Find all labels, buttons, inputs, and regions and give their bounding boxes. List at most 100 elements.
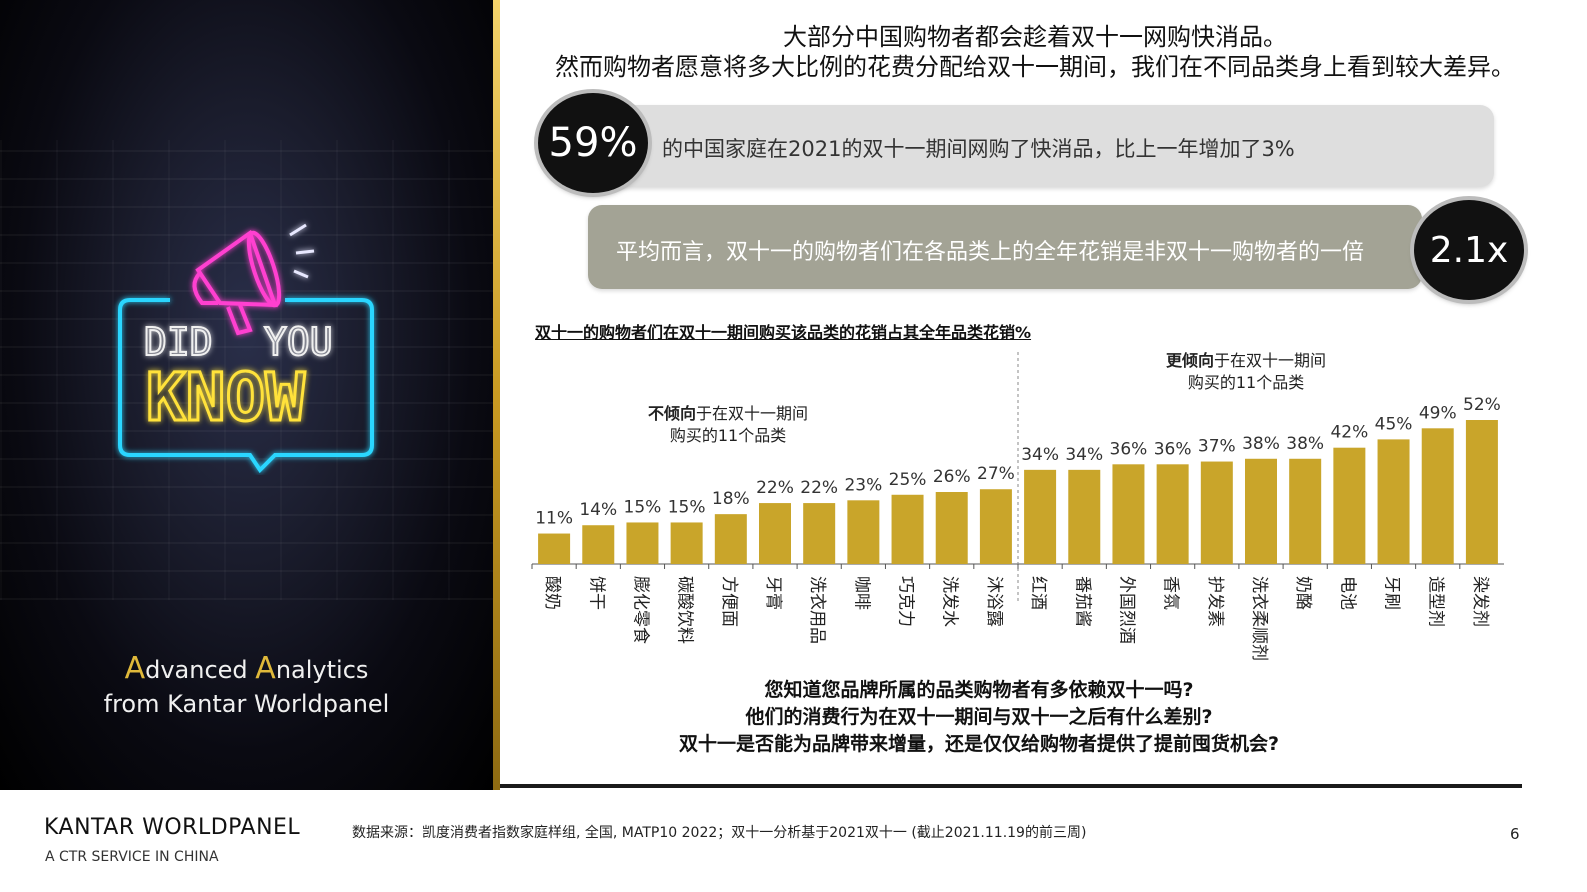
question-1: 您知道您品牌所属的品类购物者有多依赖双十一吗? [764, 679, 1194, 701]
bar-value-label: 34% [1065, 445, 1103, 465]
category-label: 沐浴露 [984, 576, 1004, 627]
bar [626, 522, 659, 564]
bar [1333, 447, 1366, 564]
stat-value-circle: 2.1x [1414, 200, 1524, 300]
bar [891, 494, 924, 564]
category-label: 牙膏 [763, 576, 784, 610]
bar-value-label: 49% [1419, 403, 1457, 423]
category-label: 牙刷 [1382, 576, 1402, 610]
stat-row-59: 的中国家庭在2021的双十一期间网购了快消品，比上一年增加了3% 59% [538, 93, 1498, 193]
bar-value-label: 37% [1198, 437, 1236, 457]
bar [1024, 469, 1057, 564]
bar [1200, 461, 1233, 564]
tagline-cap-a2: A [255, 651, 276, 686]
bar [538, 533, 571, 564]
brand-logo: KANTAR WORLDPANEL [44, 815, 301, 840]
bar [670, 522, 703, 564]
gold-divider [493, 0, 500, 790]
stat-value-circle: 59% [538, 93, 648, 193]
category-label: 洗衣用品 [807, 576, 827, 644]
bar [582, 525, 615, 564]
data-source-note: 数据来源：凯度消费者指数家庭样组, 全国, MATP10 2022；双十一分析基… [352, 825, 1087, 841]
neon-text-know: KNOW [146, 359, 305, 436]
page-number: 6 [1510, 825, 1520, 843]
did-you-know-neon-sign: DID YOU KNOW [118, 223, 374, 474]
category-label: 咖啡 [851, 576, 871, 610]
question-2: 他们的消费行为在双十一期间与双十一之后有什么差别? [745, 706, 1213, 728]
category-label: 造型剂 [1426, 576, 1446, 627]
bar [1068, 469, 1101, 564]
tagline: Advanced Analytics from Kantar Worldpane… [0, 652, 493, 721]
megaphone-icon [192, 229, 282, 336]
neon-text-you: YOU [264, 320, 333, 364]
bar [979, 489, 1012, 564]
brick-wall-background [0, 140, 493, 600]
stat-pill [598, 105, 1494, 187]
headline: 大部分中国购物者都会趁着双十一网购快消品。 然而购物者愿意将多大比例的花费分配给… [510, 22, 1560, 82]
tagline-cap-a1: A [124, 651, 146, 686]
group-label-bold: 不倾向 [648, 404, 697, 423]
bar-value-label: 36% [1154, 439, 1192, 459]
bar [1465, 420, 1498, 564]
left-image-panel: DID YOU KNOW Advanced Analytics from Kan… [0, 0, 493, 790]
bar-value-label: 36% [1110, 439, 1148, 459]
questions-block: 您知道您品牌所属的品类购物者有多依赖双十一吗? 他们的消费行为在双十一期间与双十… [500, 677, 1458, 758]
group-label-rest: 于在双十一期间 [696, 404, 809, 423]
category-label: 护发素 [1205, 576, 1225, 627]
category-label: 电池 [1337, 576, 1357, 610]
category-label: 方便面 [719, 576, 739, 627]
question-3: 双十一是否能为品牌带来增量，还是仅仅给购物者提供了提前囤货机会? [678, 733, 1280, 755]
stat-text: 的中国家庭在2021的双十一期间网购了快消品，比上一年增加了3% [662, 137, 1295, 161]
bar [1112, 464, 1145, 564]
bar [803, 503, 836, 564]
category-label: 洗衣柔顺剂 [1249, 576, 1269, 661]
group-label-less-likely: 不倾向于在双十一期间 购买的11个品类 [648, 403, 808, 447]
bar [1245, 458, 1277, 564]
category-label: 外国烈酒 [1116, 576, 1136, 644]
stat-text: 平均而言，双十一的购物者们在各品类上的全年花销是非双十一购物者的一倍 [616, 240, 1365, 265]
group-label-rest: 于在双十一期间 [1214, 351, 1327, 370]
bar [714, 514, 747, 564]
category-label: 香氛 [1161, 576, 1181, 610]
bar-value-label: 22% [756, 478, 794, 498]
bar-value-label: 52% [1463, 395, 1501, 415]
stat-row-2x: 平均而言，双十一的购物者们在各品类上的全年花销是非双十一购物者的一倍 2.1x [588, 200, 1530, 300]
category-label: 奶酪 [1293, 576, 1313, 610]
group-label-line2: 购买的11个品类 [669, 426, 787, 445]
category-label: 巧克力 [896, 576, 916, 627]
category-label: 饼干 [586, 576, 606, 610]
chart-title: 双十一的购物者们在双十一期间购买该品类的花销占其全年品类花销% [535, 323, 1032, 342]
brand-subtitle: A CTR SERVICE IN CHINA [45, 849, 219, 865]
group-label-bold: 更倾向 [1166, 351, 1215, 370]
bar-value-label: 42% [1330, 423, 1368, 443]
bar-value-label: 26% [933, 467, 971, 487]
neon-text-did: DID [144, 320, 213, 364]
bar-value-label: 15% [624, 497, 662, 517]
bar [1421, 428, 1454, 564]
bottom-rule [500, 784, 1522, 788]
category-label: 碳酸饮料 [675, 576, 695, 644]
category-label: 酸奶 [542, 576, 562, 610]
bar-value-label: 25% [889, 470, 927, 490]
bar-value-label: 38% [1242, 434, 1280, 454]
bar [1377, 439, 1410, 564]
category-label: 番茄酱 [1072, 576, 1092, 627]
bar-value-label: 22% [800, 478, 838, 498]
bar-value-label: 45% [1375, 414, 1413, 434]
bar-value-label: 15% [668, 497, 706, 517]
category-label: 染发剂 [1470, 576, 1490, 627]
headline-line2: 然而购物者愿意将多大比例的花费分配给双十一期间，我们在不同品类身上看到较大差异。 [555, 53, 1515, 81]
bar-value-label: 14% [579, 500, 617, 520]
bar [935, 492, 968, 564]
tagline-word-advanced: dvanced [145, 656, 256, 684]
bar-value-label: 27% [977, 464, 1015, 484]
bar-value-label: 34% [1021, 445, 1059, 465]
bar-value-label: 11% [535, 509, 573, 529]
bar-value-label: 23% [844, 475, 882, 495]
category-label: 红酒 [1028, 576, 1048, 610]
bar-value-label: 18% [712, 489, 750, 509]
group-label-line2: 购买的11个品类 [1187, 373, 1305, 392]
bar [759, 503, 791, 564]
headline-line1: 大部分中国购物者都会趁着双十一网购快消品。 [783, 23, 1287, 51]
